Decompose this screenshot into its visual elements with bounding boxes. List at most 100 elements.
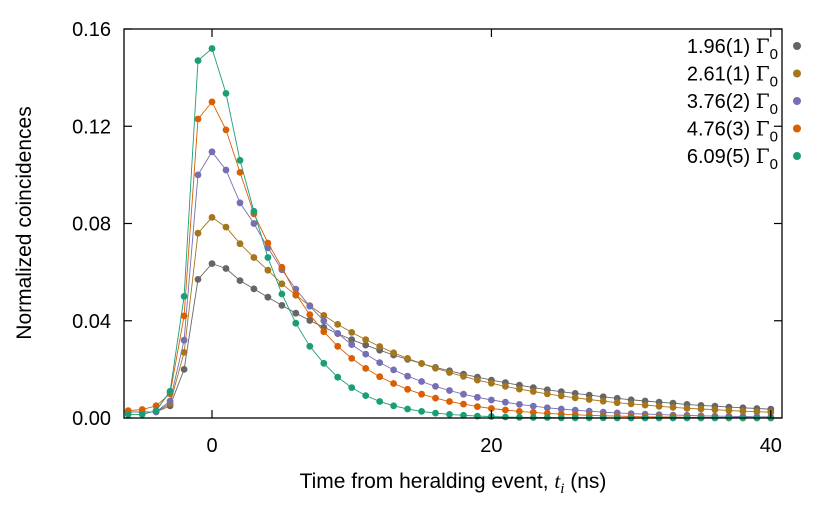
y-tick-label: 0.12 [72, 116, 111, 138]
data-point [516, 413, 523, 421]
data-point [404, 372, 411, 380]
data-point [418, 378, 425, 385]
plot-frame [123, 28, 783, 419]
y-tick-label: 0.08 [72, 214, 111, 236]
data-point [278, 280, 286, 288]
legend-marker [793, 152, 801, 160]
data-point [571, 394, 579, 402]
data-point [460, 390, 467, 398]
data-point [557, 392, 565, 400]
data-point [194, 115, 202, 123]
data-point [292, 290, 300, 298]
data-point [516, 385, 523, 393]
legend-label: 3.76(2) Γ0 [687, 89, 778, 118]
data-point [236, 199, 244, 207]
data-point [390, 402, 397, 410]
y-tick-label: 0.00 [72, 408, 111, 430]
legend-label: 2.61(1) Γ0 [687, 62, 778, 91]
legend-symbol: Γ [756, 89, 770, 113]
data-point [446, 387, 453, 394]
data-point [180, 293, 188, 300]
data-point [460, 400, 467, 408]
data-point [222, 265, 230, 272]
data-point [320, 359, 328, 367]
data-point [334, 342, 342, 350]
legend-subscript: 0 [770, 129, 778, 146]
data-point [446, 369, 453, 376]
data-point [543, 404, 551, 412]
data-point [264, 239, 272, 247]
data-point [529, 409, 537, 416]
data-point [516, 401, 523, 408]
x-axis-label-variable: t [554, 469, 561, 493]
data-point [474, 376, 481, 384]
x-axis-label-main: Time from heralding event, [300, 470, 555, 493]
data-point [306, 302, 314, 310]
data-point [320, 328, 328, 336]
data-point [697, 405, 705, 413]
data-point [502, 406, 509, 414]
legend-value: 1.96(1) [687, 36, 756, 58]
data-point [278, 290, 286, 298]
data-point [180, 312, 188, 320]
data-point [529, 388, 537, 395]
data-point [264, 293, 272, 301]
data-point [418, 390, 425, 398]
series-line [128, 216, 771, 413]
data-point [194, 229, 202, 237]
data-point [194, 171, 202, 179]
data-point [208, 98, 216, 106]
data-point [446, 398, 453, 405]
legend-marker [793, 97, 801, 105]
data-point [753, 408, 761, 416]
data-point [488, 379, 495, 387]
data-point [138, 411, 146, 418]
data-point [432, 364, 439, 372]
data-point [711, 406, 719, 414]
legend-subscript: 0 [770, 156, 778, 173]
data-point [460, 373, 467, 380]
data-point [376, 398, 384, 405]
data-point [166, 397, 174, 405]
data-point [348, 384, 356, 391]
series-4 [124, 45, 775, 422]
data-point [264, 266, 272, 274]
legend-label: 1.96(1) Γ0 [687, 34, 778, 63]
data-point [669, 403, 677, 411]
legend-symbol: Γ [756, 117, 770, 141]
data-point [376, 343, 384, 350]
legend-marker [793, 124, 801, 133]
x-tick-label: 0 [206, 435, 217, 457]
x-tick-label: 20 [480, 435, 502, 457]
data-point [641, 401, 649, 409]
data-point [334, 373, 342, 381]
data-point [613, 399, 621, 407]
data-point [208, 148, 216, 156]
data-point [236, 277, 244, 284]
data-point [474, 393, 481, 401]
y-axis-label: Normalized coincidences [13, 106, 36, 339]
data-point [516, 408, 523, 415]
data-point [250, 254, 258, 261]
data-point [236, 240, 244, 248]
legend-value: 3.76(2) [687, 91, 756, 113]
data-point [236, 169, 244, 176]
data-point [432, 394, 439, 402]
data-point [222, 166, 230, 174]
data-point [348, 341, 356, 348]
data-point [585, 396, 593, 403]
legend-subscript: 0 [770, 74, 778, 91]
x-axis-label-subscript: i [560, 481, 564, 497]
y-tick-label: 0.04 [72, 311, 111, 333]
data-point [264, 254, 272, 261]
data-point [529, 402, 537, 410]
data-point [222, 223, 230, 231]
legend-item: 3.76(2) Γ0 [687, 89, 801, 118]
data-point [627, 400, 635, 408]
data-point [390, 349, 397, 357]
data-point [222, 90, 230, 97]
y-tick-label: 0.16 [72, 19, 111, 41]
data-point [208, 214, 216, 221]
legend-subscript: 0 [770, 101, 778, 118]
